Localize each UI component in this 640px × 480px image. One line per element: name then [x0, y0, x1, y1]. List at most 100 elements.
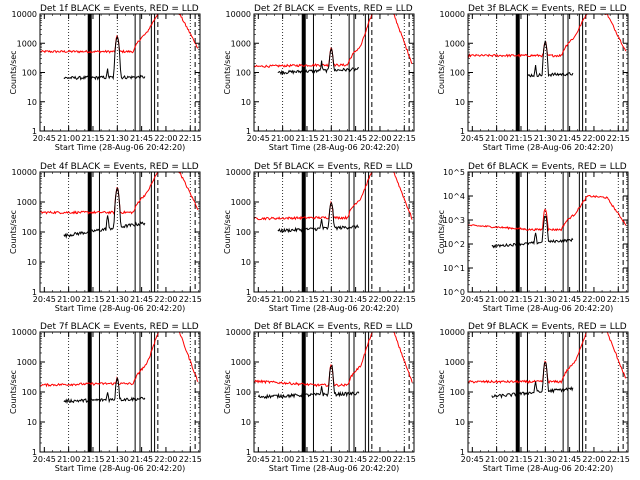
- plot-frame: [39, 331, 201, 453]
- plot-frame: [467, 171, 629, 293]
- x-tick-label: 22:15: [179, 455, 202, 464]
- y-tick-label: 10000: [226, 328, 251, 337]
- y-tick-label: 10000: [12, 328, 37, 337]
- panel-title: Det 7f BLACK = Events, RED = LLD: [40, 322, 199, 332]
- y-axis-label: Counts/sec: [437, 210, 446, 254]
- x-tick-label: 22:15: [393, 455, 416, 464]
- x-tick-label: 21:15: [81, 134, 104, 143]
- y-tick-label: 1000: [231, 39, 251, 48]
- y-tick-label: 10^4: [443, 192, 465, 201]
- x-tick-label: 21:15: [81, 455, 104, 464]
- x-tick-label: 21:00: [485, 455, 508, 464]
- x-tick-label: 22:00: [582, 455, 605, 464]
- y-tick-label: 1000: [17, 39, 37, 48]
- series-black-events: [63, 377, 146, 405]
- y-tick-label: 10^2: [443, 240, 465, 249]
- series-black-events: [277, 47, 359, 76]
- x-axis-label: Start Time (28-Aug-06 20:42:20): [269, 304, 400, 313]
- series-black-events: [491, 215, 574, 249]
- x-tick-label: 22:00: [368, 134, 391, 143]
- y-tick-label: 100: [22, 69, 37, 78]
- y-axis-label: Counts/sec: [9, 370, 18, 414]
- y-tick-label: 1: [32, 127, 37, 136]
- series-black-events: [277, 201, 360, 234]
- series-black-events: [527, 40, 574, 78]
- y-tick-label: 10000: [226, 10, 251, 19]
- y-tick-label: 1000: [445, 358, 465, 367]
- x-tick-label: 21:00: [485, 295, 508, 304]
- x-tick-label: 21:45: [130, 455, 153, 464]
- x-tick-label: 21:45: [558, 134, 581, 143]
- y-tick-label: 10: [241, 98, 251, 107]
- x-axis-label: Start Time (28-Aug-06 20:42:20): [269, 143, 400, 152]
- x-axis-label: Start Time (28-Aug-06 20:42:20): [55, 143, 186, 152]
- x-tick-label: 21:30: [106, 295, 129, 304]
- x-tick-label: 20:45: [247, 455, 270, 464]
- x-axis-label: Start Time (28-Aug-06 20:42:20): [55, 304, 186, 313]
- x-tick-label: 20:45: [33, 455, 56, 464]
- x-axis-label: Start Time (28-Aug-06 20:42:20): [55, 464, 186, 473]
- y-tick-label: 100: [236, 388, 251, 397]
- x-tick-label: 21:30: [534, 295, 557, 304]
- y-axis-label: Counts/sec: [223, 370, 232, 414]
- x-tick-label: 22:00: [368, 455, 391, 464]
- panel-7: Det 7f BLACK = Events, RED = LLD 1 10 100 10…: [9, 322, 202, 473]
- y-tick-label: 1: [32, 288, 37, 297]
- y-axis-label: Counts/sec: [437, 370, 446, 414]
- y-tick-label: 10: [27, 418, 37, 427]
- panel-2: Det 2f BLACK = Events, RED = LLD 1 10 100 10…: [223, 4, 416, 152]
- x-tick-label: 20:45: [461, 455, 484, 464]
- x-tick-label: 21:45: [344, 134, 367, 143]
- y-tick-label: 10000: [440, 10, 465, 19]
- y-axis-label: Counts/sec: [437, 50, 446, 94]
- x-tick-label: 21:30: [534, 455, 557, 464]
- x-tick-label: 21:00: [57, 455, 80, 464]
- y-tick-label: 1000: [17, 198, 37, 207]
- panel-3: Det 3f BLACK = Events, RED = LLD 1 10 100 10…: [437, 4, 630, 152]
- y-tick-label: 1: [246, 127, 251, 136]
- y-tick-label: 10^0: [443, 288, 465, 297]
- panel-8: Det 8f BLACK = Events, RED = LLD 1 10 100 10…: [223, 322, 416, 473]
- y-tick-label: 10^5: [443, 168, 465, 177]
- y-tick-label: 10: [27, 98, 37, 107]
- series-red-lld: [39, 171, 199, 215]
- y-tick-label: 10: [241, 418, 251, 427]
- panel-title: Det 9f BLACK = Events, RED = LLD: [468, 322, 627, 332]
- x-tick-label: 20:45: [247, 134, 270, 143]
- x-tick-label: 21:45: [130, 295, 153, 304]
- y-tick-label: 1: [460, 448, 465, 457]
- panel-9: Det 9f BLACK = Events, RED = LLD 1 10 100 10…: [437, 322, 630, 473]
- x-tick-label: 20:45: [461, 134, 484, 143]
- panel-6: Det 6f BLACK = Events, RED = LLD 10^0 10^1…: [437, 162, 630, 313]
- x-tick-label: 22:15: [179, 295, 202, 304]
- y-tick-label: 1: [246, 288, 251, 297]
- x-tick-label: 20:45: [33, 134, 56, 143]
- y-tick-label: 1000: [231, 198, 251, 207]
- panel-title: Det 6f BLACK = Events, RED = LLD: [468, 162, 627, 172]
- x-tick-label: 21:00: [271, 134, 294, 143]
- y-tick-label: 1: [32, 448, 37, 457]
- x-tick-label: 20:45: [33, 295, 56, 304]
- x-axis-label: Start Time (28-Aug-06 20:42:20): [269, 464, 400, 473]
- x-tick-label: 21:00: [271, 295, 294, 304]
- panel-title: Det 1f BLACK = Events, RED = LLD: [40, 4, 199, 14]
- x-axis-label: Start Time (28-Aug-06 20:42:20): [483, 464, 614, 473]
- plot-frame: [39, 13, 201, 132]
- panel-title: Det 2f BLACK = Events, RED = LLD: [254, 4, 413, 14]
- x-tick-label: 21:30: [106, 455, 129, 464]
- x-tick-label: 21:00: [485, 134, 508, 143]
- y-tick-label: 1000: [231, 358, 251, 367]
- x-tick-label: 21:00: [57, 134, 80, 143]
- x-tick-label: 21:30: [106, 134, 129, 143]
- y-tick-label: 100: [450, 69, 465, 78]
- x-tick-label: 22:15: [393, 134, 416, 143]
- x-tick-label: 22:15: [607, 295, 630, 304]
- y-tick-label: 1: [460, 127, 465, 136]
- x-tick-label: 21:15: [295, 455, 318, 464]
- x-tick-label: 22:15: [393, 295, 416, 304]
- panel-5: Det 5f BLACK = Events, RED = LLD 1 10 100 10…: [223, 162, 416, 313]
- x-tick-label: 22:00: [154, 455, 177, 464]
- panel-1: Det 1f BLACK = Events, RED = LLD 1 10 100 10…: [9, 4, 202, 152]
- x-tick-label: 21:45: [344, 295, 367, 304]
